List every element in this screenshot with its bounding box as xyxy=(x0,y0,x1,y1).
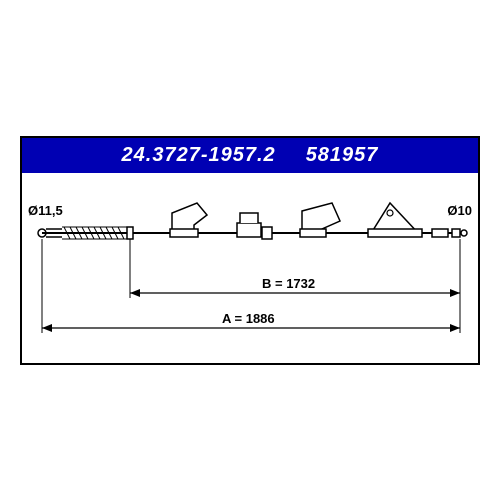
ref-number: 581957 xyxy=(306,144,379,166)
header-bar: 24.3727-1957.2 581957 xyxy=(22,138,478,173)
left-diameter-label: Ø11,5 xyxy=(28,203,63,218)
technical-drawing: Ø11,5 Ø10 B = 1732 A = 1886 xyxy=(22,173,478,363)
part-number: 24.3727-1957.2 xyxy=(122,144,276,166)
dimension-b-label: B = 1732 xyxy=(262,276,315,291)
dimension-a-label: A = 1886 xyxy=(222,311,275,326)
cable-svg xyxy=(22,173,482,363)
right-diameter-label: Ø10 xyxy=(447,203,472,218)
diagram-frame: 24.3727-1957.2 581957 xyxy=(20,136,480,365)
